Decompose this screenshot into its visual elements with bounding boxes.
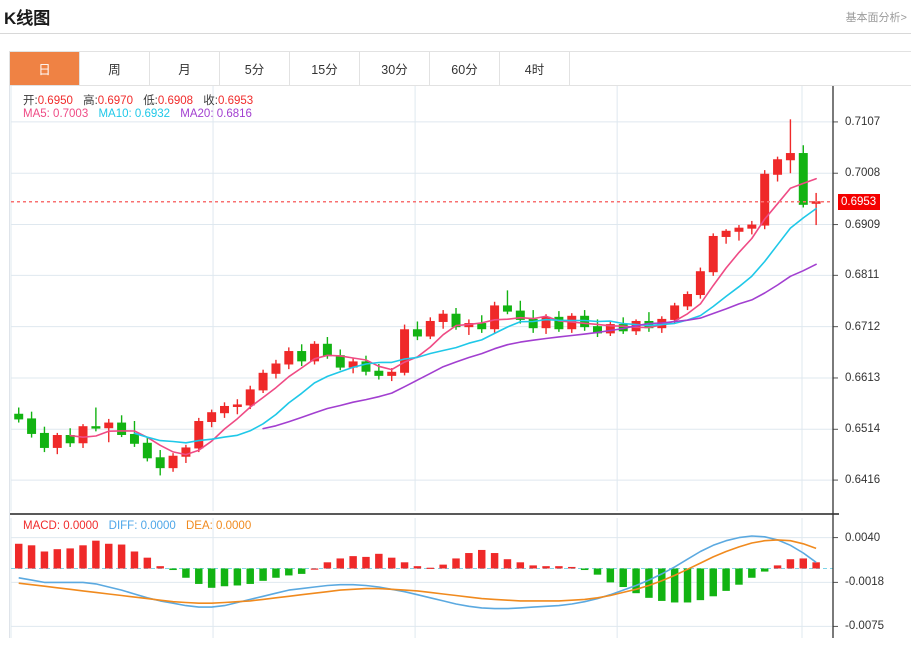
tab-4hour[interactable]: 4时	[500, 52, 570, 85]
kline-chart-svg[interactable]	[10, 86, 903, 638]
tab-5min[interactable]: 5分	[220, 52, 290, 85]
tab-day[interactable]: 日	[10, 52, 80, 85]
tab-60min[interactable]: 60分	[430, 52, 500, 85]
macd-axis-tick: -0.0075	[845, 620, 885, 633]
tab-month[interactable]: 月	[150, 52, 220, 85]
header-divider	[0, 33, 911, 34]
last-price-tag: 0.6953	[838, 193, 881, 210]
price-axis-tick: 0.6613	[845, 371, 881, 384]
price-axis-tick: 0.6909	[845, 218, 881, 231]
fundamental-analysis-link[interactable]: 基本面分析>	[845, 12, 907, 24]
price-axis-tick: 0.6416	[845, 474, 881, 487]
page-title: K线图	[4, 9, 51, 28]
price-axis-tick: 0.7008	[845, 167, 881, 180]
tabbar-filler	[570, 52, 911, 85]
price-axis-tick: 0.6811	[845, 269, 880, 282]
price-axis-tick: 0.6514	[845, 423, 881, 436]
tab-30min[interactable]: 30分	[360, 52, 430, 85]
macd-axis-tick: -0.0018	[845, 576, 885, 589]
price-axis-tick: 0.6712	[845, 320, 881, 333]
tab-15min[interactable]: 15分	[290, 52, 360, 85]
price-axis-tick: 0.7107	[845, 115, 881, 128]
period-tabbar: 日 周 月 5分 15分 30分 60分 4时	[9, 51, 911, 86]
macd-axis-tick: 0.0040	[845, 531, 881, 544]
chart-container[interactable]: 开:0.6950 高:0.6970 低:0.6908 收:0.6953 MA5:…	[9, 86, 902, 638]
tab-week[interactable]: 周	[80, 52, 150, 85]
page-header: K线图 基本面分析>	[0, 0, 911, 34]
